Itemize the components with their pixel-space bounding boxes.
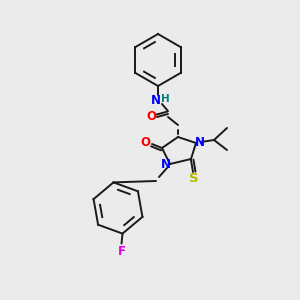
Text: S: S xyxy=(189,172,199,185)
Text: N: N xyxy=(161,158,171,172)
Text: N: N xyxy=(195,136,205,148)
Text: O: O xyxy=(140,136,150,149)
Text: H: H xyxy=(160,94,169,104)
Text: O: O xyxy=(146,110,156,124)
Text: F: F xyxy=(118,245,125,258)
Text: N: N xyxy=(151,94,161,106)
